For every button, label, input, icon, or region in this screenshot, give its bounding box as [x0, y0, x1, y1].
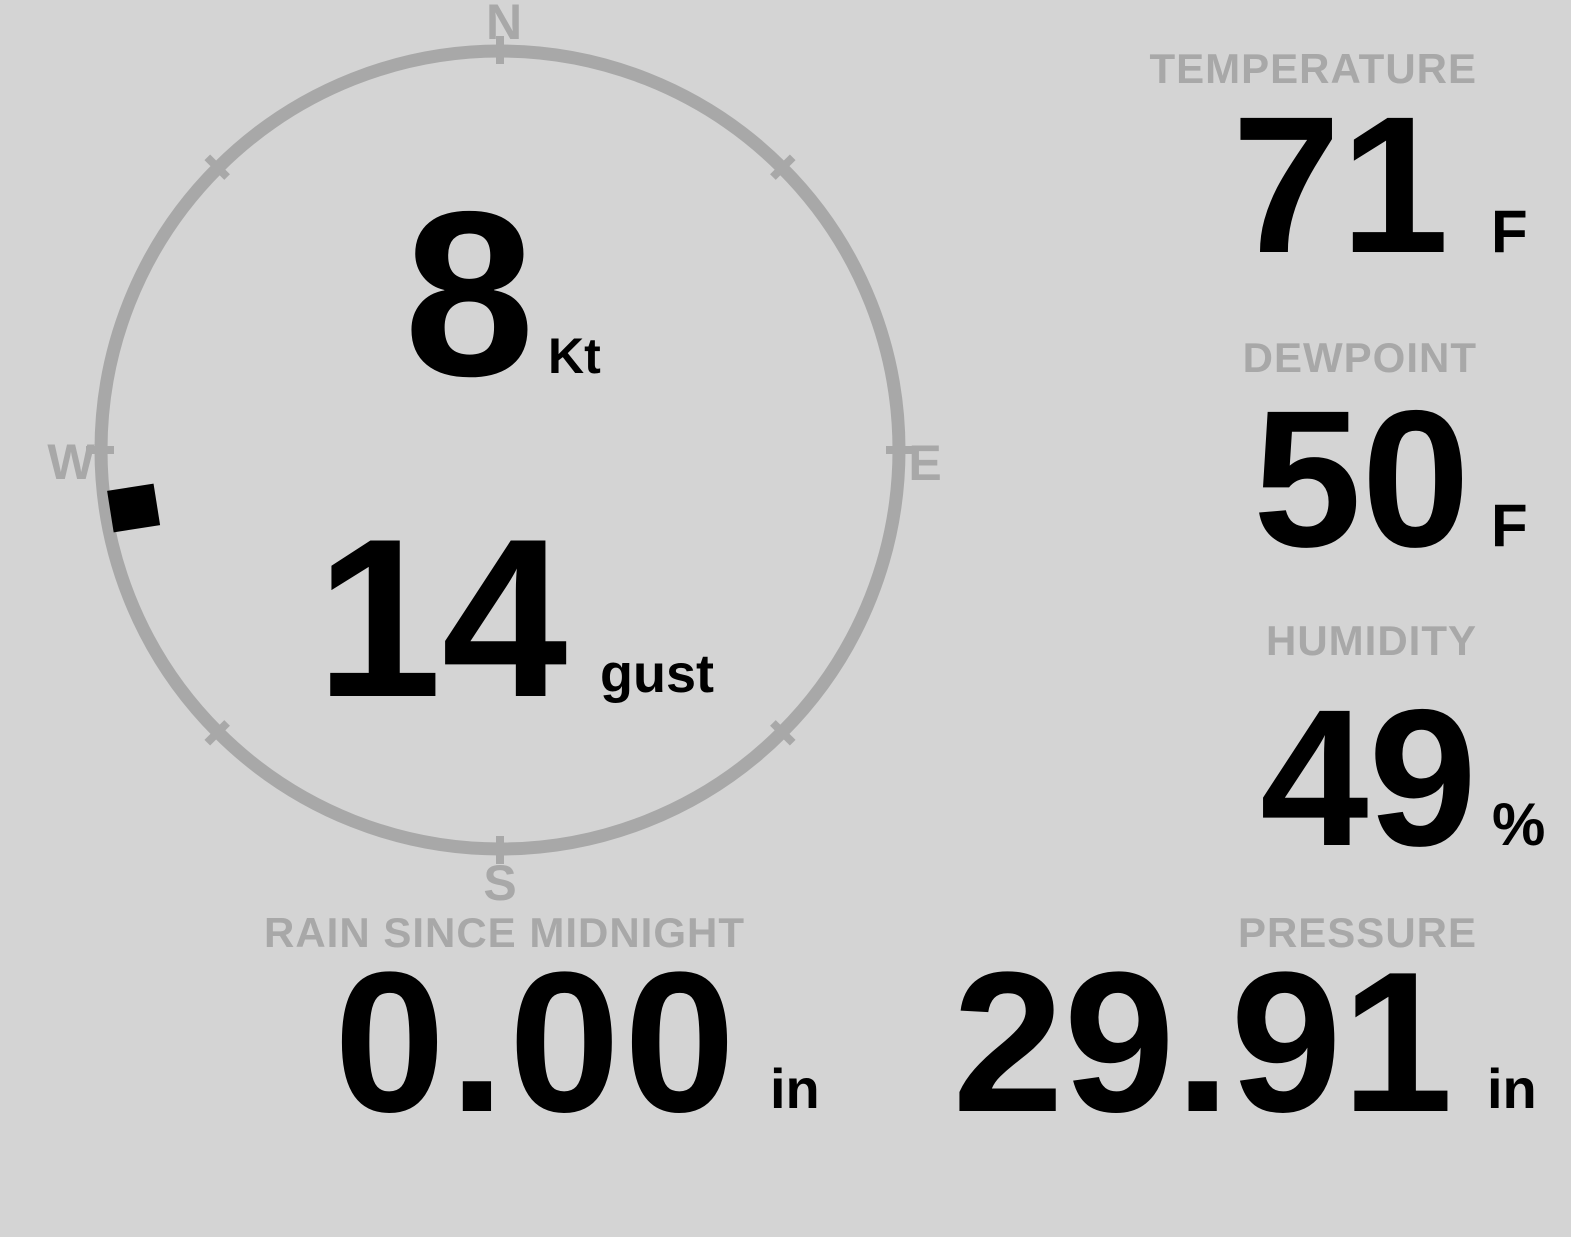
- dewpoint-label: DEWPOINT: [1242, 334, 1477, 381]
- compass-west-label: W: [47, 434, 95, 490]
- rain-label: RAIN SINCE MIDNIGHT: [264, 909, 745, 956]
- temperature-unit: F: [1491, 198, 1528, 265]
- compass-north-label: N: [485, 0, 523, 50]
- rain-value: 0.00: [334, 931, 740, 1154]
- dewpoint-unit: F: [1491, 492, 1528, 559]
- wind-compass-dial: [86, 36, 914, 864]
- compass-east-label: E: [908, 435, 942, 491]
- pressure-label: PRESSURE: [1237, 909, 1477, 956]
- pressure-unit: in: [1487, 1057, 1537, 1120]
- temperature-value: 71: [1232, 76, 1449, 294]
- wind-gust-unit: gust: [600, 644, 714, 704]
- compass-ticks: [86, 36, 914, 864]
- compass-south-label: S: [483, 855, 517, 911]
- wind-gust-value: 14: [316, 491, 568, 744]
- rain-unit: in: [770, 1057, 820, 1120]
- dewpoint-value: 50: [1253, 370, 1470, 588]
- humidity-unit: %: [1492, 791, 1546, 858]
- wind-speed-unit: Kt: [548, 328, 601, 384]
- wind-direction-marker: [107, 483, 161, 533]
- humidity-value: 49: [1260, 669, 1477, 887]
- temperature-label: TEMPERATURE: [1149, 45, 1477, 92]
- wind-speed-value: 8: [404, 162, 535, 425]
- humidity-label: HUMIDITY: [1266, 617, 1477, 664]
- pressure-value: 29.91: [952, 931, 1454, 1154]
